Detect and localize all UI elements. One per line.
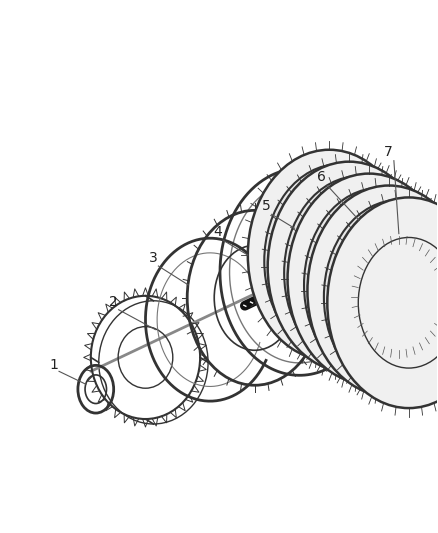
Ellipse shape: [298, 208, 381, 314]
Text: 4: 4: [213, 225, 222, 239]
Text: 5: 5: [262, 199, 271, 213]
Ellipse shape: [248, 150, 411, 360]
Text: 2: 2: [109, 295, 117, 309]
Ellipse shape: [288, 174, 438, 384]
Ellipse shape: [299, 201, 400, 332]
Text: 1: 1: [49, 358, 58, 373]
Text: 7: 7: [384, 144, 393, 159]
Ellipse shape: [318, 220, 400, 326]
Ellipse shape: [264, 164, 414, 358]
Ellipse shape: [268, 161, 431, 373]
Ellipse shape: [279, 190, 380, 320]
Ellipse shape: [357, 244, 438, 350]
Ellipse shape: [339, 225, 438, 356]
Ellipse shape: [327, 197, 438, 408]
Text: 3: 3: [148, 251, 157, 265]
Ellipse shape: [307, 185, 438, 396]
Ellipse shape: [358, 238, 438, 368]
Ellipse shape: [324, 200, 438, 394]
Ellipse shape: [284, 176, 434, 370]
Ellipse shape: [318, 214, 420, 344]
Ellipse shape: [304, 188, 438, 382]
Text: 6: 6: [318, 169, 326, 183]
Ellipse shape: [338, 231, 420, 338]
